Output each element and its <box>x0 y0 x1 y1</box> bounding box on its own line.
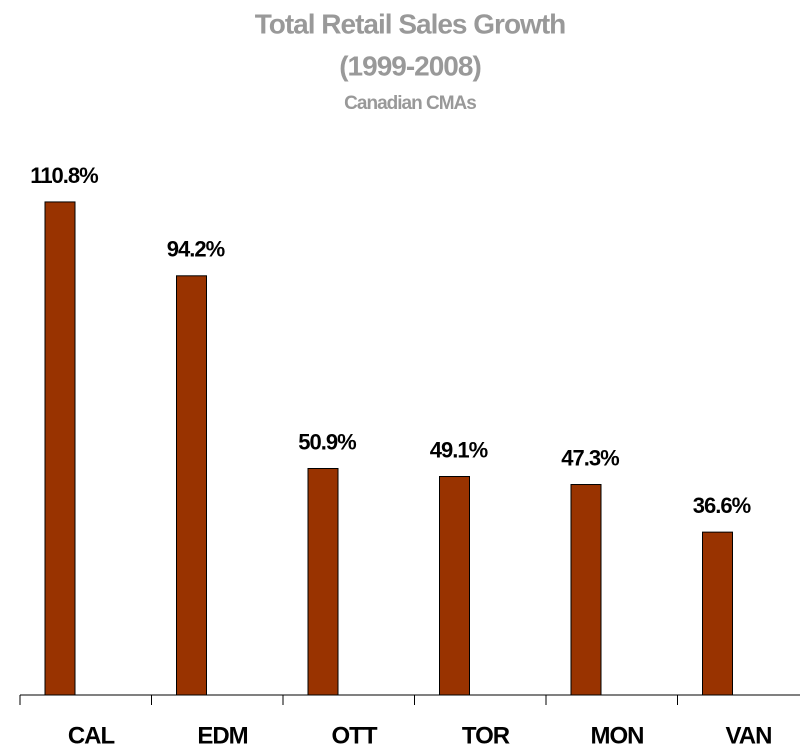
value-label: 50.9% <box>298 429 356 454</box>
x-tick-label: EDM <box>197 722 247 749</box>
bar <box>176 275 207 696</box>
bar <box>702 531 733 696</box>
value-label: 94.2% <box>167 237 225 262</box>
chart-title-line2: (1999-2008) <box>339 50 481 81</box>
value-label: 110.8% <box>30 163 98 188</box>
x-tick-label: MON <box>591 722 644 749</box>
bar <box>307 467 339 696</box>
bar <box>44 201 76 696</box>
x-tick-label: VAN <box>726 722 772 749</box>
x-tick-label: TOR <box>462 722 510 749</box>
x-tick-label: OTT <box>332 722 378 749</box>
chart-title: Total Retail Sales Growth <box>255 8 566 39</box>
value-label: 47.3% <box>561 445 619 470</box>
x-tick-label: CAL <box>68 722 115 749</box>
chart-subtitle: Canadian CMAs <box>344 93 476 114</box>
bar <box>570 484 602 696</box>
value-label: 36.6% <box>693 493 751 518</box>
value-label: 49.1% <box>430 437 488 462</box>
bar <box>439 476 470 696</box>
